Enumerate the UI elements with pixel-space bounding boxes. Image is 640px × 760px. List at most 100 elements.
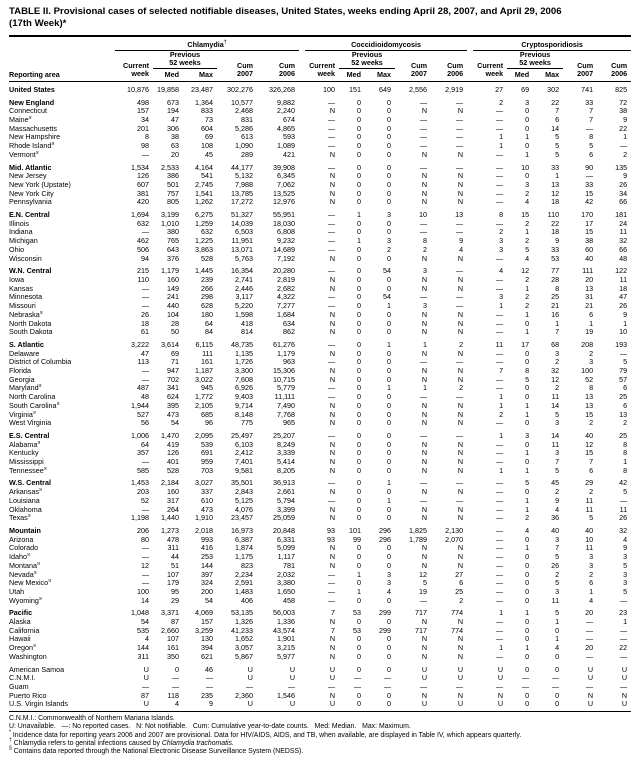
nedss-marker: § <box>27 553 30 558</box>
value-cell: — <box>383 673 392 683</box>
value-cell: 0 <box>357 392 362 402</box>
value-cell: 299 <box>379 625 392 635</box>
value-cell: — <box>327 357 336 367</box>
value-cell: 7,768 <box>277 409 296 419</box>
value-cell: 149 <box>167 283 179 293</box>
value-cell: 17 <box>521 339 530 349</box>
area-row: Mississippi — 401 959 7,401 5,414 N 0 0 N N — 0 7 7 1 <box>9 457 631 467</box>
value-cell: 1,470 <box>161 430 179 440</box>
value-cell: — <box>141 457 149 467</box>
previous-52-weeks-header: Previous 52 weeks <box>153 50 217 69</box>
value-cell: 0 <box>387 188 392 198</box>
value-cell: 10 <box>419 210 428 220</box>
value-cell: 0 <box>357 115 362 125</box>
value-cell: 3 <box>589 357 594 367</box>
value-cell: 0 <box>525 586 530 596</box>
value-cell: 628 <box>201 301 213 311</box>
value-cell: 7 <box>555 106 560 116</box>
value-cell: 241 <box>167 292 179 302</box>
value-cell: 8 <box>525 366 530 376</box>
value-cell: N <box>457 465 464 475</box>
value-cell: — <box>495 171 504 181</box>
value-cell: 47 <box>141 348 149 358</box>
value-cell: N <box>329 552 336 562</box>
value-cell: U <box>621 664 628 674</box>
value-cell: — <box>495 681 504 691</box>
value-cell: 8 <box>623 439 628 449</box>
value-cell: 0 <box>357 439 362 449</box>
reporting-area-cell: Florida <box>9 367 31 376</box>
value-cell: 0 <box>387 513 392 523</box>
value-cell: 7,490 <box>277 400 296 410</box>
value-cell: — <box>455 97 464 107</box>
value-cell: 54 <box>141 617 149 627</box>
value-cell: — <box>327 132 336 142</box>
value-cell: 2 <box>499 409 504 419</box>
value-cell: — <box>141 569 149 579</box>
value-cell: 691 <box>201 448 213 458</box>
value-cell: N <box>421 188 428 198</box>
value-cell: 1,336 <box>277 617 296 627</box>
value-cell: U <box>247 664 253 674</box>
value-cell: N <box>329 487 336 497</box>
value-cell: 7 <box>331 625 336 635</box>
value-cell: 0 <box>387 552 392 562</box>
value-cell: — <box>327 578 336 588</box>
value-cell: 5,779 <box>277 383 296 393</box>
value-cell: — <box>327 210 336 220</box>
region-row: E.N. Central 1,694 3,199 6,275 51,327 55,951 —… <box>9 207 631 220</box>
value-cell: 1,483 <box>235 586 253 596</box>
value-cell: 6,387 <box>235 534 253 544</box>
value-cell: N <box>329 275 336 284</box>
value-cell: 9 <box>623 171 628 181</box>
value-cell: 1,652 <box>235 634 253 644</box>
value-cell: 1,944 <box>131 400 149 410</box>
value-cell: 0 <box>525 141 530 151</box>
value-cell: N <box>457 106 464 116</box>
reporting-area-cell: U.S. Virgin Islands <box>9 700 68 709</box>
value-cell: 6 <box>555 115 560 125</box>
value-cell: 0 <box>357 227 362 237</box>
cum-2006-header: Cum 2006 <box>597 50 632 82</box>
value-cell: 0 <box>357 409 362 419</box>
value-cell: 1 <box>525 132 530 142</box>
value-cell: 0 <box>357 651 362 661</box>
value-cell: 9,882 <box>277 97 296 107</box>
value-cell: — <box>495 357 504 367</box>
reporting-area-cell: Arizona <box>9 535 34 544</box>
value-cell: 14,039 <box>231 218 253 228</box>
region-row: Pacific 1,048 3,371 4,069 53,135 56,003 7 53 299… <box>9 605 631 618</box>
value-cell: 2,105 <box>195 400 213 410</box>
value-cell: 0 <box>387 162 392 172</box>
value-cell: N <box>457 543 464 553</box>
value-cell: — <box>495 634 504 644</box>
value-cell: 0 <box>357 487 362 497</box>
value-cell: 3 <box>499 292 504 302</box>
value-cell: 0 <box>357 97 362 107</box>
group-header-coccidioidomycosis: Coccidioidomycosis <box>305 35 468 51</box>
value-cell: — <box>327 236 336 246</box>
value-cell: — <box>495 651 504 661</box>
value-cell: 350 <box>167 651 179 661</box>
value-cell: 1,440 <box>161 513 179 523</box>
value-cell: 12 <box>551 374 560 384</box>
value-cell: — <box>495 106 504 116</box>
region-row: W.S. Central 1,453 2,184 3,027 35,501 36,913 —… <box>9 475 631 488</box>
value-cell: 0 <box>357 400 362 410</box>
region-row: E.S. Central 1,006 1,470 2,095 25,497 25,207 —… <box>9 428 631 441</box>
value-cell: 2 <box>525 301 530 311</box>
reporting-area-cell: Mississippi <box>9 458 44 467</box>
area-row: New York (Upstate) 607 501 2,745 7,988 7,062 N… <box>9 180 631 190</box>
value-cell: 12 <box>419 569 428 579</box>
value-cell: 376 <box>167 253 179 263</box>
value-cell: U <box>587 673 594 683</box>
value-cell: 6 <box>589 149 594 159</box>
value-cell: N <box>421 348 428 358</box>
value-cell: 0 <box>387 418 392 428</box>
value-cell: — <box>455 292 464 302</box>
value-cell: 17,272 <box>231 197 253 207</box>
value-cell: 541 <box>201 171 213 181</box>
value-cell: 3 <box>623 552 628 562</box>
value-cell: N <box>421 318 428 328</box>
